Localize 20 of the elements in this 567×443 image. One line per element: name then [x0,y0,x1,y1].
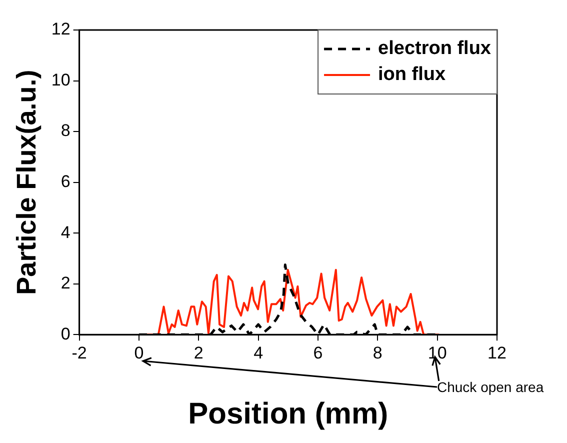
y-tick-label: 10 [51,70,70,90]
y-tick-label: 12 [51,20,70,39]
y-tick-label: 4 [60,222,70,242]
y-tick-label: 8 [60,121,70,140]
x-tick-label: 12 [488,343,506,362]
x-tick-label: 10 [428,343,447,362]
text: Chuck open area [437,378,544,395]
legend-label: electron flux [378,38,492,60]
y-tick-label: 2 [60,274,70,293]
legend-label: ion flux [378,64,446,86]
x-axis-title: Position (mm) [188,397,388,430]
x-tick-label: 2 [194,343,204,362]
y-axis-title: Particle Flux(a.u.) [12,70,42,295]
y-tick-label: 0 [60,324,70,344]
x-tick-label: 8 [372,343,382,362]
x-tick-label: -2 [72,343,87,362]
x-tick-label: 4 [254,343,264,362]
x-tick-label: 0 [134,343,144,362]
y-tick-label: 6 [60,172,70,191]
x-tick-label: 6 [313,343,323,362]
